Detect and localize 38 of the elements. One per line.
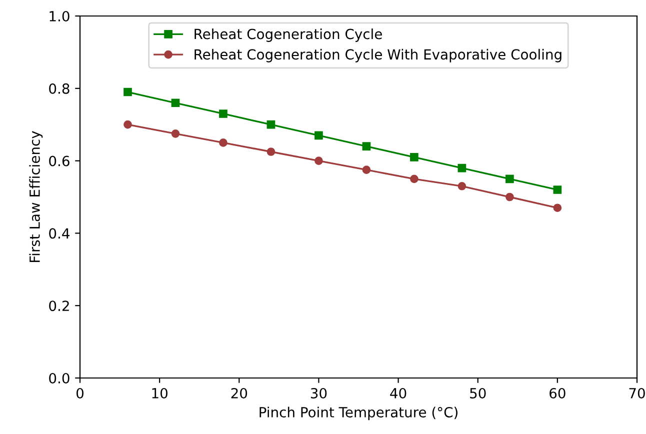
x-tick-label: 30 <box>310 388 327 398</box>
x-tick-label: 50 <box>470 388 486 398</box>
point <box>458 182 466 190</box>
x-tick-label: 70 <box>629 388 645 398</box>
point <box>219 110 228 118</box>
x-tick-label: 0 <box>76 388 84 398</box>
point <box>219 138 228 147</box>
point <box>362 142 371 150</box>
legend-label: Reheat Cogeneration Cycle With Evaporative Cooling <box>194 48 562 62</box>
point <box>458 164 466 172</box>
point <box>362 166 371 174</box>
point <box>410 153 418 162</box>
point <box>314 131 323 140</box>
point <box>124 88 132 96</box>
point <box>506 174 514 184</box>
point <box>553 204 562 212</box>
y-tick-label: 0.8 <box>49 83 70 94</box>
point <box>266 120 276 129</box>
point <box>171 98 180 108</box>
point <box>266 148 276 156</box>
point <box>506 192 514 202</box>
point <box>553 186 562 194</box>
y-tick-label: 0.0 <box>49 372 70 384</box>
x-tick-label: 60 <box>550 388 566 398</box>
y-tick-label: 0.2 <box>49 300 69 312</box>
point <box>314 156 323 165</box>
x-axis-title: Pinch Point Temperature (°C) <box>260 406 458 420</box>
legend-label: Reheat Cogeneration Cycle <box>194 28 382 42</box>
x-tick-label: 20 <box>231 388 248 398</box>
point <box>410 174 418 184</box>
y-tick-label: 1.0 <box>50 10 70 22</box>
y-axis-title: First Law Efficiency <box>29 131 43 262</box>
x-tick-label: 10 <box>152 388 168 398</box>
y-tick-label: 0.6 <box>49 156 70 166</box>
x-tick-label: 40 <box>390 388 406 398</box>
y-tick-label: 0.4 <box>49 228 70 239</box>
point <box>171 129 180 138</box>
point <box>124 120 132 129</box>
